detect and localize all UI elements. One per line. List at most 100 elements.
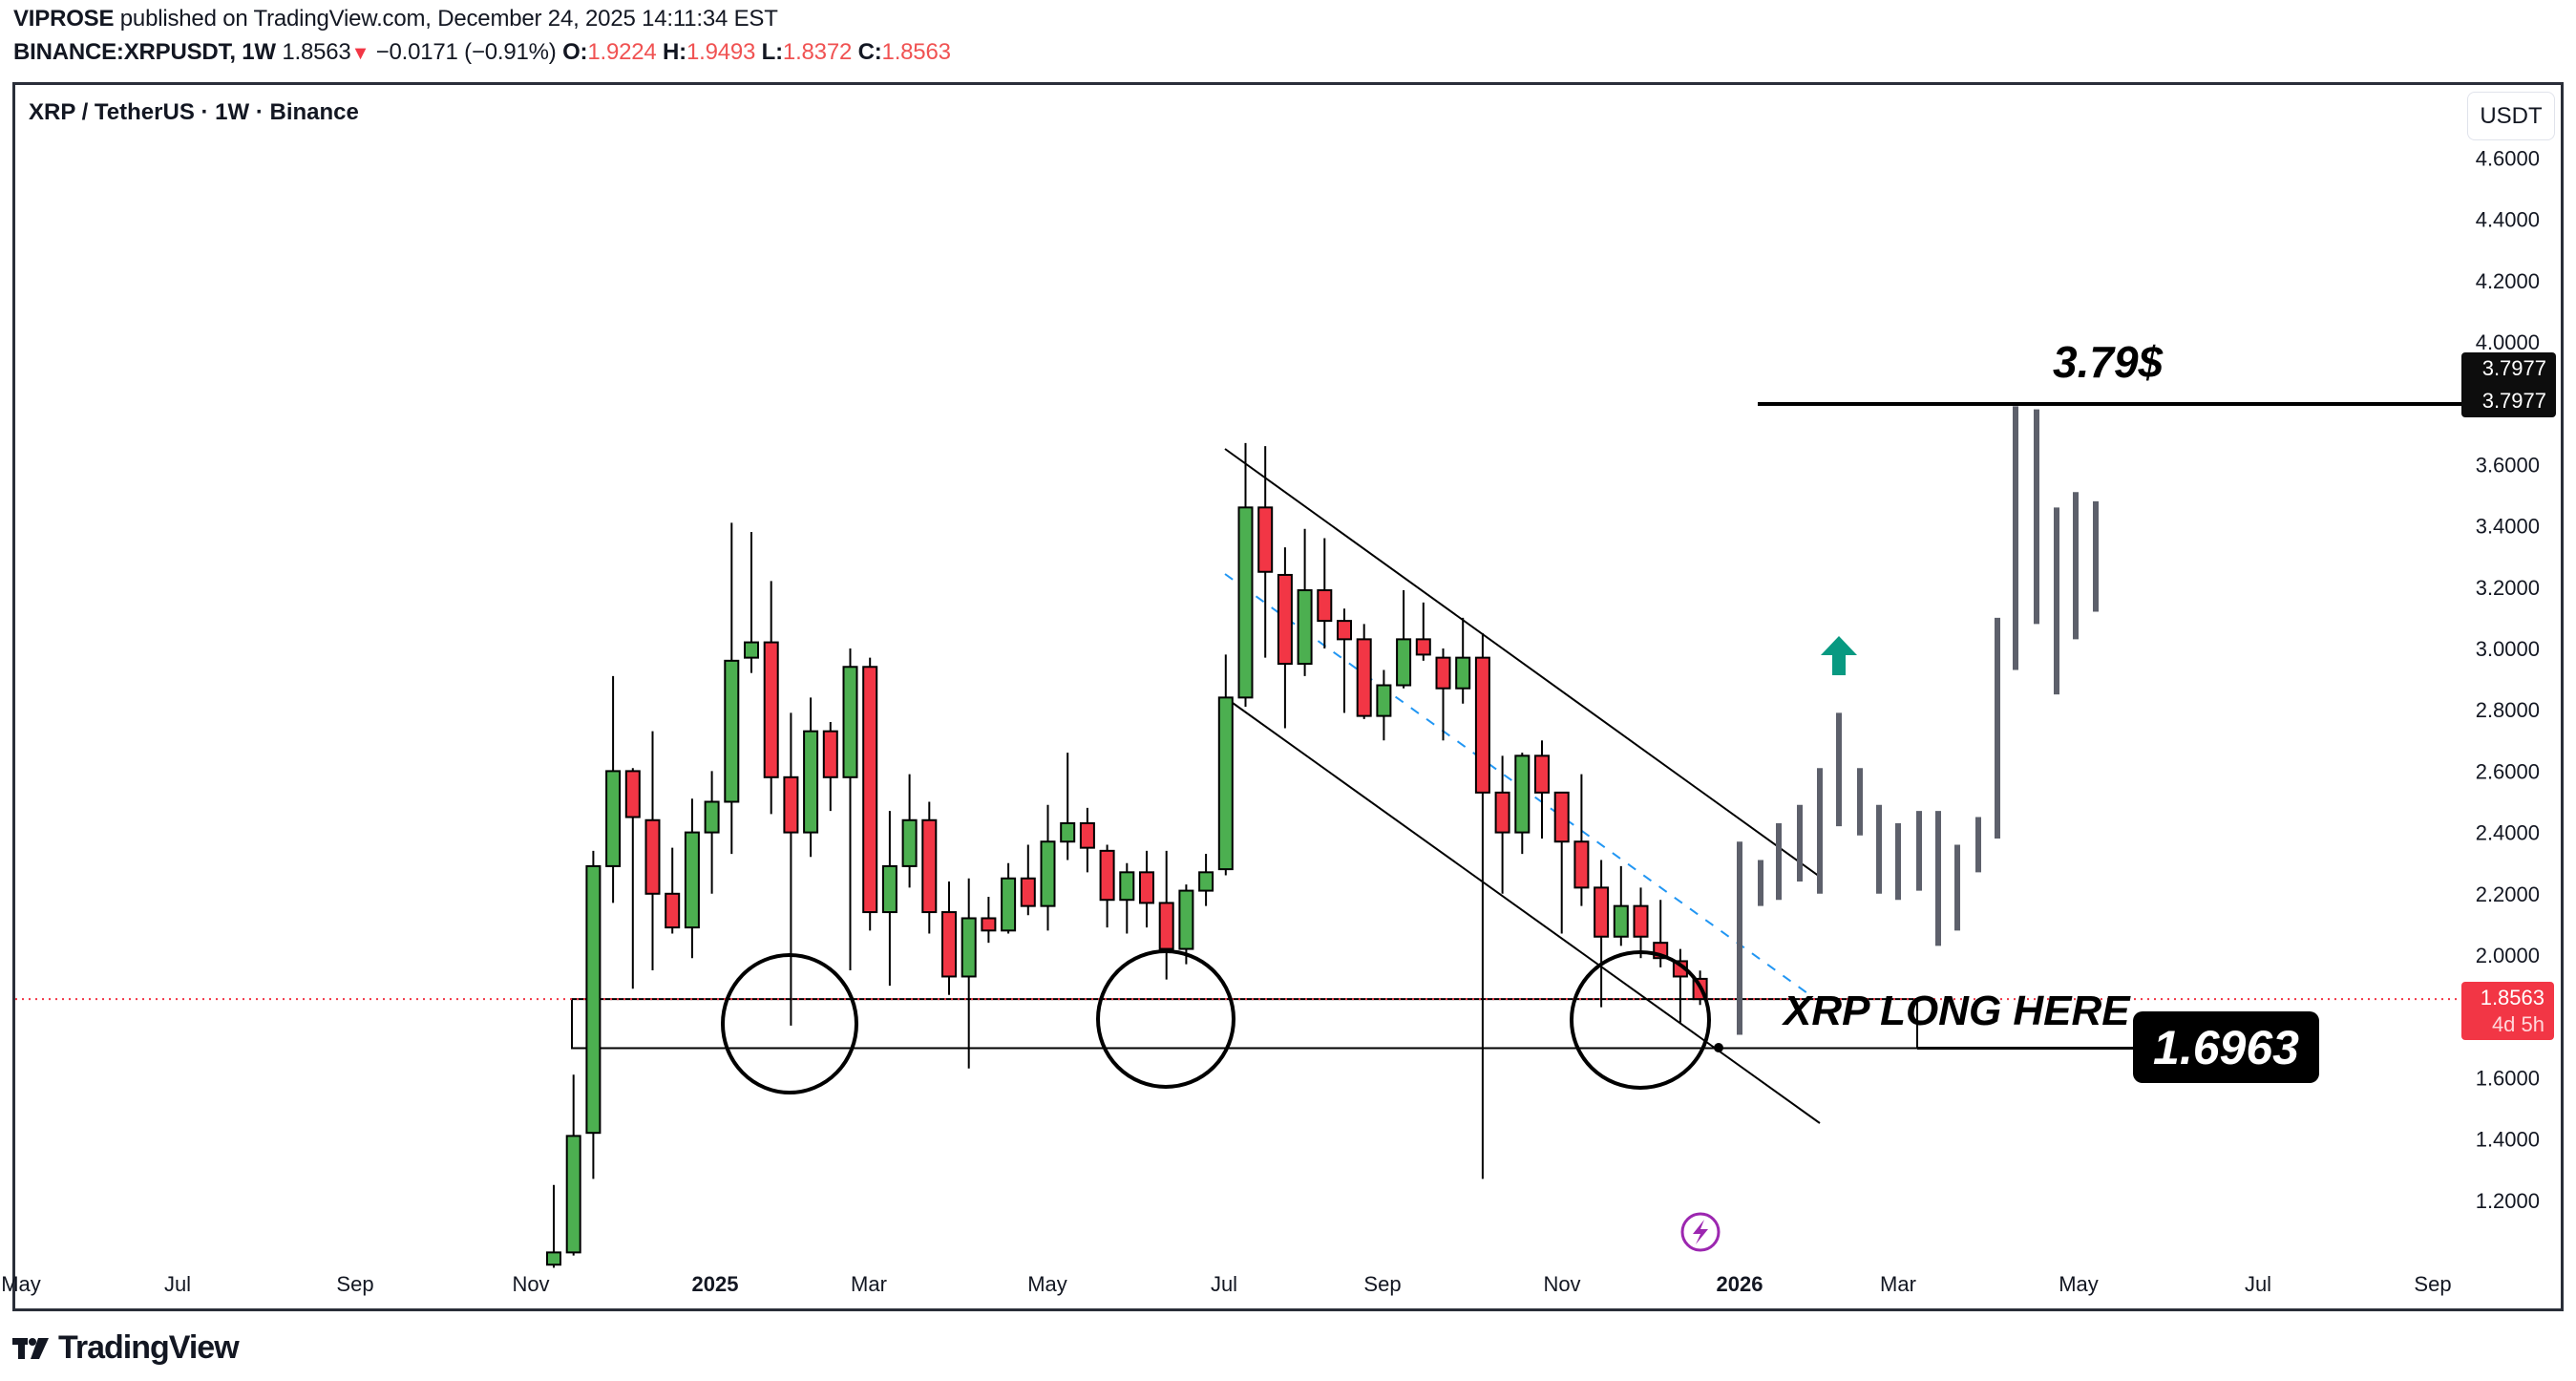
candle-body [1158,902,1174,950]
candle-body [981,917,997,932]
highlight-circles [721,949,1711,1094]
candle-body [1613,904,1629,938]
candle-body [1178,889,1194,950]
candle-body [546,1251,561,1266]
candle-body [1060,821,1076,843]
candle-body [665,892,681,929]
candle [1396,590,1412,689]
candle [1553,791,1570,934]
entry-price-label: 1.6963 [2133,1011,2319,1083]
time-axis[interactable]: May Jul Sep Nov 2025 Mar May Jul Sep Nov 2026 Mar Ma… [1,1272,2451,1296]
time-tick: May [2059,1272,2099,1296]
candle [1534,740,1550,839]
high-label: H: [663,39,686,65]
candle [1178,884,1194,965]
candle [1060,753,1076,860]
candle-body [803,730,819,834]
price-tick: 4.2000 [2476,269,2540,293]
candle-body [1257,506,1274,573]
candle [1573,774,1590,906]
candle [1119,862,1135,934]
candle-body [881,864,897,914]
time-tick: Jul [164,1272,191,1296]
low-label: L: [761,39,783,65]
candle-body [842,666,858,778]
price-axis[interactable]: 4.6000 4.4000 4.2000 4.0000 3.6000 3.4000 3.20… [2476,146,2540,1212]
candle-body [1337,620,1352,641]
price-tick: 1.6000 [2476,1066,2540,1090]
candle-body [565,1135,581,1254]
candle-body [624,770,641,818]
highlight-circle [1570,950,1711,1090]
highlight-circle [1096,949,1235,1089]
long-entry-text: XRP LONG HERE [1784,988,2130,1034]
candle [1455,617,1471,704]
candle [783,712,799,1026]
candle [1277,547,1293,729]
candle [704,771,720,894]
highlight-circle [721,953,858,1094]
candle [803,697,819,858]
candle [941,881,957,995]
close-label: C: [857,39,882,65]
candle-body [704,800,720,834]
candle-body [644,818,661,895]
candle-body [605,770,622,867]
candle-body [1079,821,1095,849]
candle [1198,854,1214,906]
candle [546,1184,561,1268]
currency-button[interactable]: USDT [2467,92,2555,140]
time-tick: Nov [512,1272,549,1296]
candle-body [862,666,878,914]
time-tick: Nov [1543,1272,1580,1296]
candle-body [1474,656,1490,794]
price-tick: 3.0000 [2476,637,2540,661]
candle-body [1553,791,1570,843]
candle [1158,850,1174,980]
candle [1474,632,1490,1179]
open-label: O: [562,39,588,65]
candle [1613,865,1629,946]
candle [1139,850,1154,928]
price-tick: 4.4000 [2476,208,2540,232]
candle [1237,442,1254,707]
candle [1217,654,1234,876]
candle [1257,446,1274,658]
chart-title: XRP / TetherUS · 1W · Binance [29,99,359,125]
candle-body [1514,754,1531,834]
candle-body [1356,638,1372,717]
bar-countdown: 4d 5h [2491,1012,2544,1036]
candle [605,675,622,903]
lightning-icon[interactable] [1680,1212,1721,1252]
candle-body [585,864,602,1135]
chart-frame[interactable] [12,82,2564,1311]
candle-body [941,911,957,978]
candle-body [1099,849,1115,902]
price-tick: 3.2000 [2476,576,2540,600]
tradingview-logo[interactable]: TradingView [12,1329,240,1367]
candle-body [1198,871,1214,892]
candle [862,657,878,931]
candle [1099,844,1115,928]
candle-body [1277,573,1293,666]
candle-body [1396,638,1412,687]
entry-dot [1714,1043,1723,1052]
candle [1317,538,1333,648]
candle-body [1534,754,1550,794]
candle-body [763,641,779,778]
candle [724,522,740,855]
candle-body [1633,904,1649,938]
time-tick: May [1,1272,41,1296]
candle [1376,669,1392,741]
price-tick: 2.6000 [2476,759,2540,783]
candle [665,847,681,934]
target-axis-label-1: 3.7977 [2461,352,2556,385]
candle [961,878,977,1069]
close-value: 1.8563 [881,39,951,65]
candle-body [1001,877,1017,932]
candle-body [1139,871,1154,904]
candle-body [1040,840,1056,907]
tradingview-logo-icon [12,1337,49,1359]
candle-body [1415,638,1431,656]
